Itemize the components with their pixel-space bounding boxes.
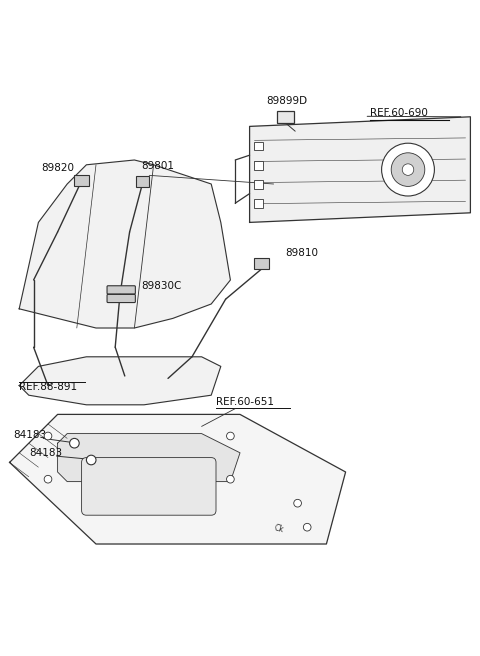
Text: REF.88-891: REF.88-891: [19, 382, 77, 392]
Bar: [254, 142, 263, 150]
Text: 84183: 84183: [13, 430, 47, 440]
Text: 89801: 89801: [142, 161, 175, 171]
Bar: [254, 199, 263, 208]
FancyBboxPatch shape: [107, 295, 135, 302]
Circle shape: [86, 455, 96, 465]
Circle shape: [227, 476, 234, 483]
FancyBboxPatch shape: [82, 458, 216, 515]
Bar: [277, 111, 294, 123]
Text: REF.60-690: REF.60-690: [370, 108, 428, 118]
Circle shape: [70, 438, 79, 448]
Text: REF.60-651: REF.60-651: [216, 397, 274, 407]
FancyBboxPatch shape: [107, 286, 135, 294]
Bar: [74, 175, 89, 186]
Polygon shape: [58, 434, 240, 482]
Polygon shape: [10, 415, 346, 544]
Text: 84183: 84183: [29, 447, 62, 458]
Circle shape: [227, 432, 234, 440]
Circle shape: [44, 476, 52, 483]
Bar: [254, 258, 269, 269]
Bar: [254, 180, 263, 189]
Text: 89820: 89820: [41, 163, 74, 173]
Polygon shape: [19, 160, 230, 328]
Circle shape: [391, 153, 425, 186]
Bar: [254, 161, 263, 170]
Text: Ck: Ck: [274, 523, 285, 534]
Text: 89810: 89810: [286, 249, 319, 258]
Circle shape: [303, 523, 311, 531]
Circle shape: [44, 432, 52, 440]
Bar: [136, 176, 149, 187]
Circle shape: [402, 164, 414, 175]
Text: 89830C: 89830C: [142, 281, 182, 291]
Polygon shape: [19, 357, 221, 405]
Circle shape: [382, 143, 434, 196]
Polygon shape: [250, 117, 470, 222]
Text: 89899D: 89899D: [266, 96, 308, 106]
Circle shape: [294, 499, 301, 507]
